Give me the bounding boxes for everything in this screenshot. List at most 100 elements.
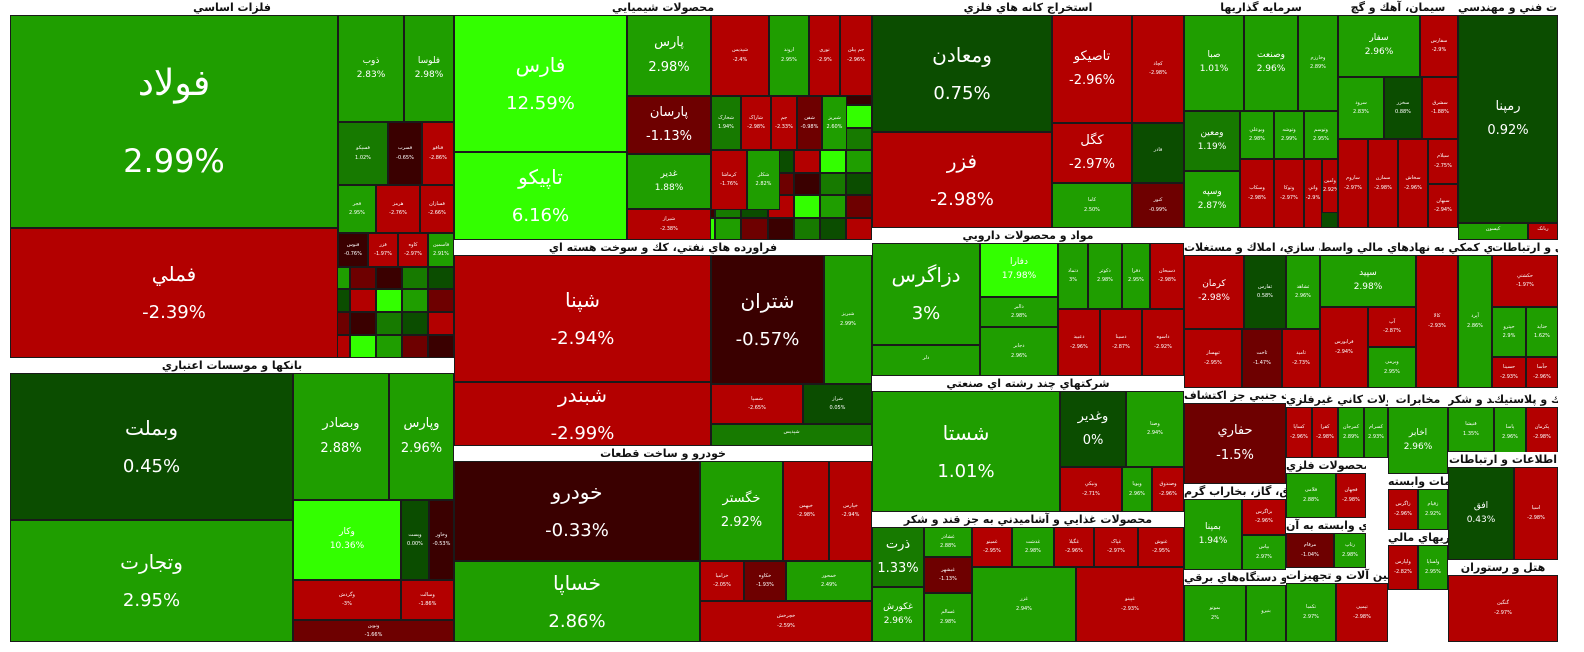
stock-tile[interactable]: حكشتي -1.97% bbox=[1492, 255, 1558, 307]
stock-tile[interactable]: کاما 2.50% bbox=[1052, 183, 1132, 228]
stock-tile[interactable]: ثبهساز -2.95% bbox=[1184, 329, 1242, 388]
stock-tile[interactable]: کرماشا -1.76% bbox=[711, 150, 747, 210]
stock-tile[interactable]: حفاري -1.5% bbox=[1184, 403, 1286, 484]
stock-tile[interactable]: ثامید -2.73% bbox=[1282, 329, 1320, 388]
stock-tile[interactable]: جم -2.33% bbox=[771, 96, 797, 150]
stock-tile[interactable]: تپمپی -2.98% bbox=[1336, 583, 1388, 642]
stock-tile[interactable]: فسرب -0.65% bbox=[388, 122, 422, 185]
stock-tile[interactable]: دفرا 2.95% bbox=[1122, 243, 1150, 309]
stock-tile[interactable]: تاپيكو 6.16% bbox=[454, 152, 627, 240]
stock-tile[interactable]: افق 0.43% bbox=[1448, 467, 1514, 560]
stock-tile[interactable]: دکوثر 2.98% bbox=[1088, 243, 1122, 309]
stock-tile[interactable]: بزاگرس -2.96% bbox=[1242, 499, 1286, 535]
stock-tile[interactable]: بپاس 2.97% bbox=[1242, 535, 1286, 570]
stock-tile[interactable]: صبا 1.01% bbox=[1184, 15, 1244, 111]
stock-tile[interactable]: شفن -0.98% bbox=[797, 96, 822, 150]
stock-tile[interactable]: مرقام -1.04% bbox=[1286, 533, 1334, 568]
stock-tile[interactable]: شيراز -2.38% bbox=[627, 209, 711, 240]
stock-tile[interactable]: شراز 0.05% bbox=[803, 384, 872, 424]
stock-tile[interactable]: فارس 12.59% bbox=[454, 15, 627, 152]
stock-tile[interactable]: فولاد 2.99% bbox=[10, 15, 338, 228]
stock-tile[interactable]: خگستر 2.92% bbox=[700, 461, 783, 561]
stock-tile[interactable]: وتوشه 2.99% bbox=[1274, 111, 1304, 159]
stock-tile[interactable]: آپرد 2.86% bbox=[1458, 255, 1492, 388]
stock-tile[interactable]: فزر -2.98% bbox=[872, 132, 1052, 228]
stock-tile[interactable]: وبصادر 2.88% bbox=[293, 373, 389, 500]
stock-tile[interactable]: فجر 2.95% bbox=[338, 185, 376, 233]
stock-tile[interactable]: سشرق -1.88% bbox=[1422, 77, 1458, 139]
stock-tile[interactable]: وسکاب -2.98% bbox=[1240, 159, 1274, 228]
stock-tile[interactable]: غپاک -2.97% bbox=[1094, 527, 1138, 567]
stock-tile[interactable]: دتماد 3% bbox=[1058, 243, 1088, 309]
stock-tile[interactable]: خمحور 2.49% bbox=[786, 561, 872, 601]
stock-tile[interactable]: حسینا -2.93% bbox=[1492, 357, 1526, 388]
stock-tile[interactable]: ربانک bbox=[1528, 223, 1558, 240]
stock-tile[interactable]: ثاخت -1.47% bbox=[1242, 329, 1282, 388]
stock-tile[interactable]: وسپه 2.87% bbox=[1184, 171, 1240, 228]
stock-tile[interactable]: فزر -1.97% bbox=[368, 233, 398, 267]
stock-tile[interactable]: ومعادن 0.75% bbox=[872, 15, 1052, 132]
stock-tile[interactable]: وگردش -3% bbox=[293, 580, 401, 620]
stock-tile[interactable]: دجابر 2.96% bbox=[980, 327, 1058, 376]
stock-tile[interactable]: شپديس bbox=[711, 424, 872, 446]
stock-tile[interactable]: پارس 2.98% bbox=[627, 15, 711, 96]
stock-tile[interactable]: شاراک -2.98% bbox=[741, 96, 771, 150]
stock-tile[interactable]: فسازان -2.66% bbox=[420, 185, 454, 233]
stock-tile[interactable]: اروند 2.95% bbox=[769, 15, 809, 96]
stock-tile[interactable]: دسينا -2.87% bbox=[1100, 309, 1142, 376]
stock-tile[interactable]: تاصيكو -2.96% bbox=[1052, 15, 1132, 123]
stock-tile[interactable]: وخاور -0.53% bbox=[429, 500, 454, 580]
stock-tile[interactable]: بمپنا 1.94% bbox=[1184, 499, 1242, 570]
stock-tile[interactable]: فاسمین 2.91% bbox=[428, 233, 454, 267]
stock-tile[interactable]: وپارس 2.96% bbox=[389, 373, 454, 500]
stock-tile[interactable]: خساپا 2.86% bbox=[454, 561, 700, 642]
stock-tile[interactable]: وبوعلي 2.98% bbox=[1240, 111, 1274, 159]
stock-tile[interactable]: جم پيلن -2.96% bbox=[840, 15, 872, 96]
stock-tile[interactable]: ومعين 1.19% bbox=[1184, 111, 1240, 171]
stock-tile[interactable]: غدير 1.88% bbox=[627, 154, 711, 209]
stock-tile[interactable]: غشاذر 2.88% bbox=[924, 527, 972, 557]
stock-tile[interactable]: غزر 2.94% bbox=[972, 567, 1076, 642]
stock-tile[interactable]: کنور -0.99% bbox=[1132, 183, 1184, 228]
stock-tile[interactable]: وصندوق -2.96% bbox=[1152, 467, 1184, 512]
stock-tile[interactable]: کالا -2.93% bbox=[1416, 255, 1458, 388]
stock-tile[interactable]: وتوکا -2.97% bbox=[1274, 159, 1304, 228]
stock-tile[interactable]: سمازن -2.98% bbox=[1368, 139, 1398, 228]
stock-tile[interactable]: دزاگرس 3% bbox=[872, 243, 980, 345]
stock-tile[interactable]: شبريز 2.99% bbox=[824, 255, 872, 384]
stock-tile[interactable]: ثفارس 0.58% bbox=[1244, 255, 1286, 329]
stock-tile[interactable]: غپینو -2.93% bbox=[1076, 567, 1184, 642]
stock-tile[interactable]: شکلر 2.82% bbox=[747, 150, 780, 210]
stock-tile[interactable]: كساپا -2.96% bbox=[1286, 407, 1312, 458]
stock-tile[interactable]: شستا 1.01% bbox=[872, 391, 1060, 512]
stock-tile[interactable]: شخارک 1.94% bbox=[711, 96, 741, 150]
stock-tile[interactable]: هرمز -2.76% bbox=[376, 185, 420, 233]
stock-tile[interactable]: ولپارس -2.82% bbox=[1388, 545, 1418, 590]
stock-tile[interactable]: وتجارت 2.95% bbox=[10, 520, 293, 642]
stock-tile[interactable]: دفارا 17.98% bbox=[980, 243, 1058, 297]
stock-tile[interactable]: داسوه -2.92% bbox=[1142, 309, 1184, 376]
stock-tile[interactable]: وتوسم 2.95% bbox=[1304, 111, 1338, 159]
stock-tile[interactable]: شبندر -2.99% bbox=[454, 382, 711, 446]
stock-tile[interactable]: شپنا -2.94% bbox=[454, 255, 711, 382]
stock-tile[interactable]: فلامی 2.88% bbox=[1286, 473, 1336, 518]
stock-tile[interactable]: غگیلا -2.96% bbox=[1054, 527, 1094, 567]
stock-tile[interactable]: وامين -2.92% bbox=[1322, 159, 1338, 213]
stock-tile[interactable]: خبهمن -2.98% bbox=[783, 461, 829, 561]
stock-tile[interactable]: آپ -2.87% bbox=[1368, 307, 1416, 347]
stock-tile[interactable]: سفارس -2.9% bbox=[1420, 15, 1458, 77]
stock-tile[interactable]: ونيکي -2.71% bbox=[1060, 467, 1122, 512]
stock-tile[interactable]: غمینو -2.95% bbox=[972, 527, 1012, 567]
stock-tile[interactable]: اخابر 2.96% bbox=[1388, 407, 1448, 474]
stock-tile[interactable]: بموتو 2% bbox=[1184, 585, 1246, 642]
stock-tile[interactable]: ساروم -2.97% bbox=[1338, 139, 1368, 228]
stock-tile[interactable]: کیسون bbox=[1458, 223, 1528, 240]
stock-tile[interactable]: پاسا 2.96% bbox=[1494, 407, 1526, 458]
stock-tile[interactable]: وصنعت 2.96% bbox=[1244, 15, 1298, 111]
stock-tile[interactable]: شپديس -2.4% bbox=[711, 15, 769, 96]
stock-tile[interactable]: زاگرس -2.96% bbox=[1388, 489, 1418, 530]
stock-tile[interactable]: گنگین -2.97% bbox=[1448, 575, 1558, 642]
stock-tile[interactable]: كچاد -2.98% bbox=[1132, 15, 1184, 123]
stock-tile[interactable]: کسرام 2.93% bbox=[1364, 407, 1388, 458]
stock-tile[interactable]: نوری -2.9% bbox=[809, 15, 840, 96]
